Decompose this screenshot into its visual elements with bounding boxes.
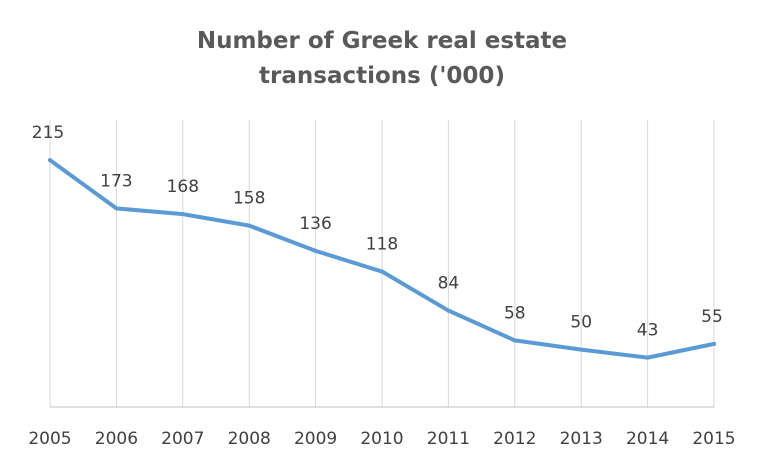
x-axis-tick-labels: 2005 2006 2007 2008 2009 2010 2011 2012 2013 2014…	[28, 429, 735, 449]
x-tick-label-2010: 2010	[360, 429, 403, 449]
data-label-2015: 55	[701, 307, 723, 327]
data-label-2007: 168	[167, 177, 199, 197]
x-tick-label-2007: 2007	[161, 429, 204, 449]
data-label-2012: 58	[504, 303, 526, 323]
data-point-2012	[512, 338, 517, 343]
chart-title-line-2: transactions ('000)	[259, 63, 505, 89]
chart-title: Number of Greek real estate transactions…	[0, 24, 764, 94]
data-label-2006: 173	[100, 171, 132, 191]
chart-title-line-1: Number of Greek real estate	[196, 28, 568, 54]
data-point-2013	[579, 347, 584, 352]
x-tick-label-2012: 2012	[493, 429, 536, 449]
x-tick-label-2006: 2006	[95, 429, 138, 449]
data-point-2007	[180, 212, 185, 217]
data-label-2013: 50	[570, 313, 592, 333]
data-point-2008	[247, 223, 252, 228]
x-tick-label-2015: 2015	[692, 429, 735, 449]
data-point-2010	[380, 269, 384, 274]
data-labels: 215 173 168 158 136 118 84 58 50 43 55	[32, 123, 723, 340]
x-tick-label-2009: 2009	[294, 429, 337, 449]
data-label-2010: 118	[366, 235, 398, 255]
data-point-2014	[645, 355, 650, 360]
data-point-2011	[446, 308, 451, 313]
data-label-2014: 43	[637, 321, 659, 341]
data-label-2009: 136	[299, 214, 331, 234]
x-tick-label-2013: 2013	[560, 429, 603, 449]
data-label-2005: 215	[32, 123, 64, 143]
x-tick-label-2008: 2008	[228, 429, 271, 449]
vertical-gridlines	[49, 120, 715, 407]
series-layer	[48, 158, 716, 360]
data-point-2005	[48, 158, 52, 163]
data-label-2008: 158	[233, 189, 265, 209]
x-tick-label-2014: 2014	[626, 429, 669, 449]
data-point-2015	[712, 341, 716, 346]
data-point-2009	[313, 248, 318, 253]
data-point-2006	[114, 206, 119, 211]
x-tick-label-2011: 2011	[427, 429, 470, 449]
data-label-2011: 84	[438, 274, 460, 294]
x-tick-label-2005: 2005	[28, 429, 71, 449]
